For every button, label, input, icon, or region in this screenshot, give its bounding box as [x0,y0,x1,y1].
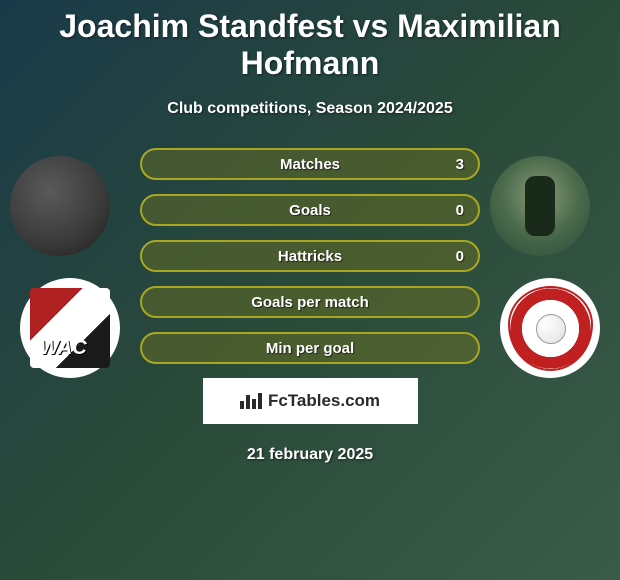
stat-goals: Goals 0 [140,194,480,226]
stat-label: Matches [280,156,340,173]
subtitle: Club competitions, Season 2024/2025 [0,100,620,118]
date-text: 21 february 2025 [0,446,620,464]
club-left-badge: WAC [20,278,120,378]
stat-label: Min per goal [266,340,354,357]
wac-badge: WAC [30,288,110,368]
stat-goals-per-match: Goals per match [140,286,480,318]
stat-label: Goals per match [251,294,369,311]
player-right-avatar [490,156,590,256]
stat-hattricks: Hattricks 0 [140,240,480,272]
stat-label: Hattricks [278,248,342,265]
bars-icon [240,393,262,409]
stat-rows: Matches 3 Goals 0 Hattricks 0 Goals per … [140,148,480,364]
dvsc-badge: DVSC [508,286,593,371]
stat-matches: Matches 3 [140,148,480,180]
branding-text: FcTables.com [268,391,380,411]
stat-min-per-goal: Min per goal [140,332,480,364]
dvsc-text: DVSC [508,292,593,303]
stat-value: 0 [456,202,464,219]
club-right-badge: DVSC [500,278,600,378]
page-title: Joachim Standfest vs Maximilian Hofmann [0,0,620,82]
content-area: WAC DVSC Matches 3 Goals 0 Hattricks 0 G… [0,148,620,464]
wac-text: WAC [40,337,87,360]
branding-box[interactable]: FcTables.com [203,378,418,424]
stat-label: Goals [289,202,331,219]
player-left-avatar [10,156,110,256]
stat-value: 3 [456,156,464,173]
stat-value: 0 [456,248,464,265]
